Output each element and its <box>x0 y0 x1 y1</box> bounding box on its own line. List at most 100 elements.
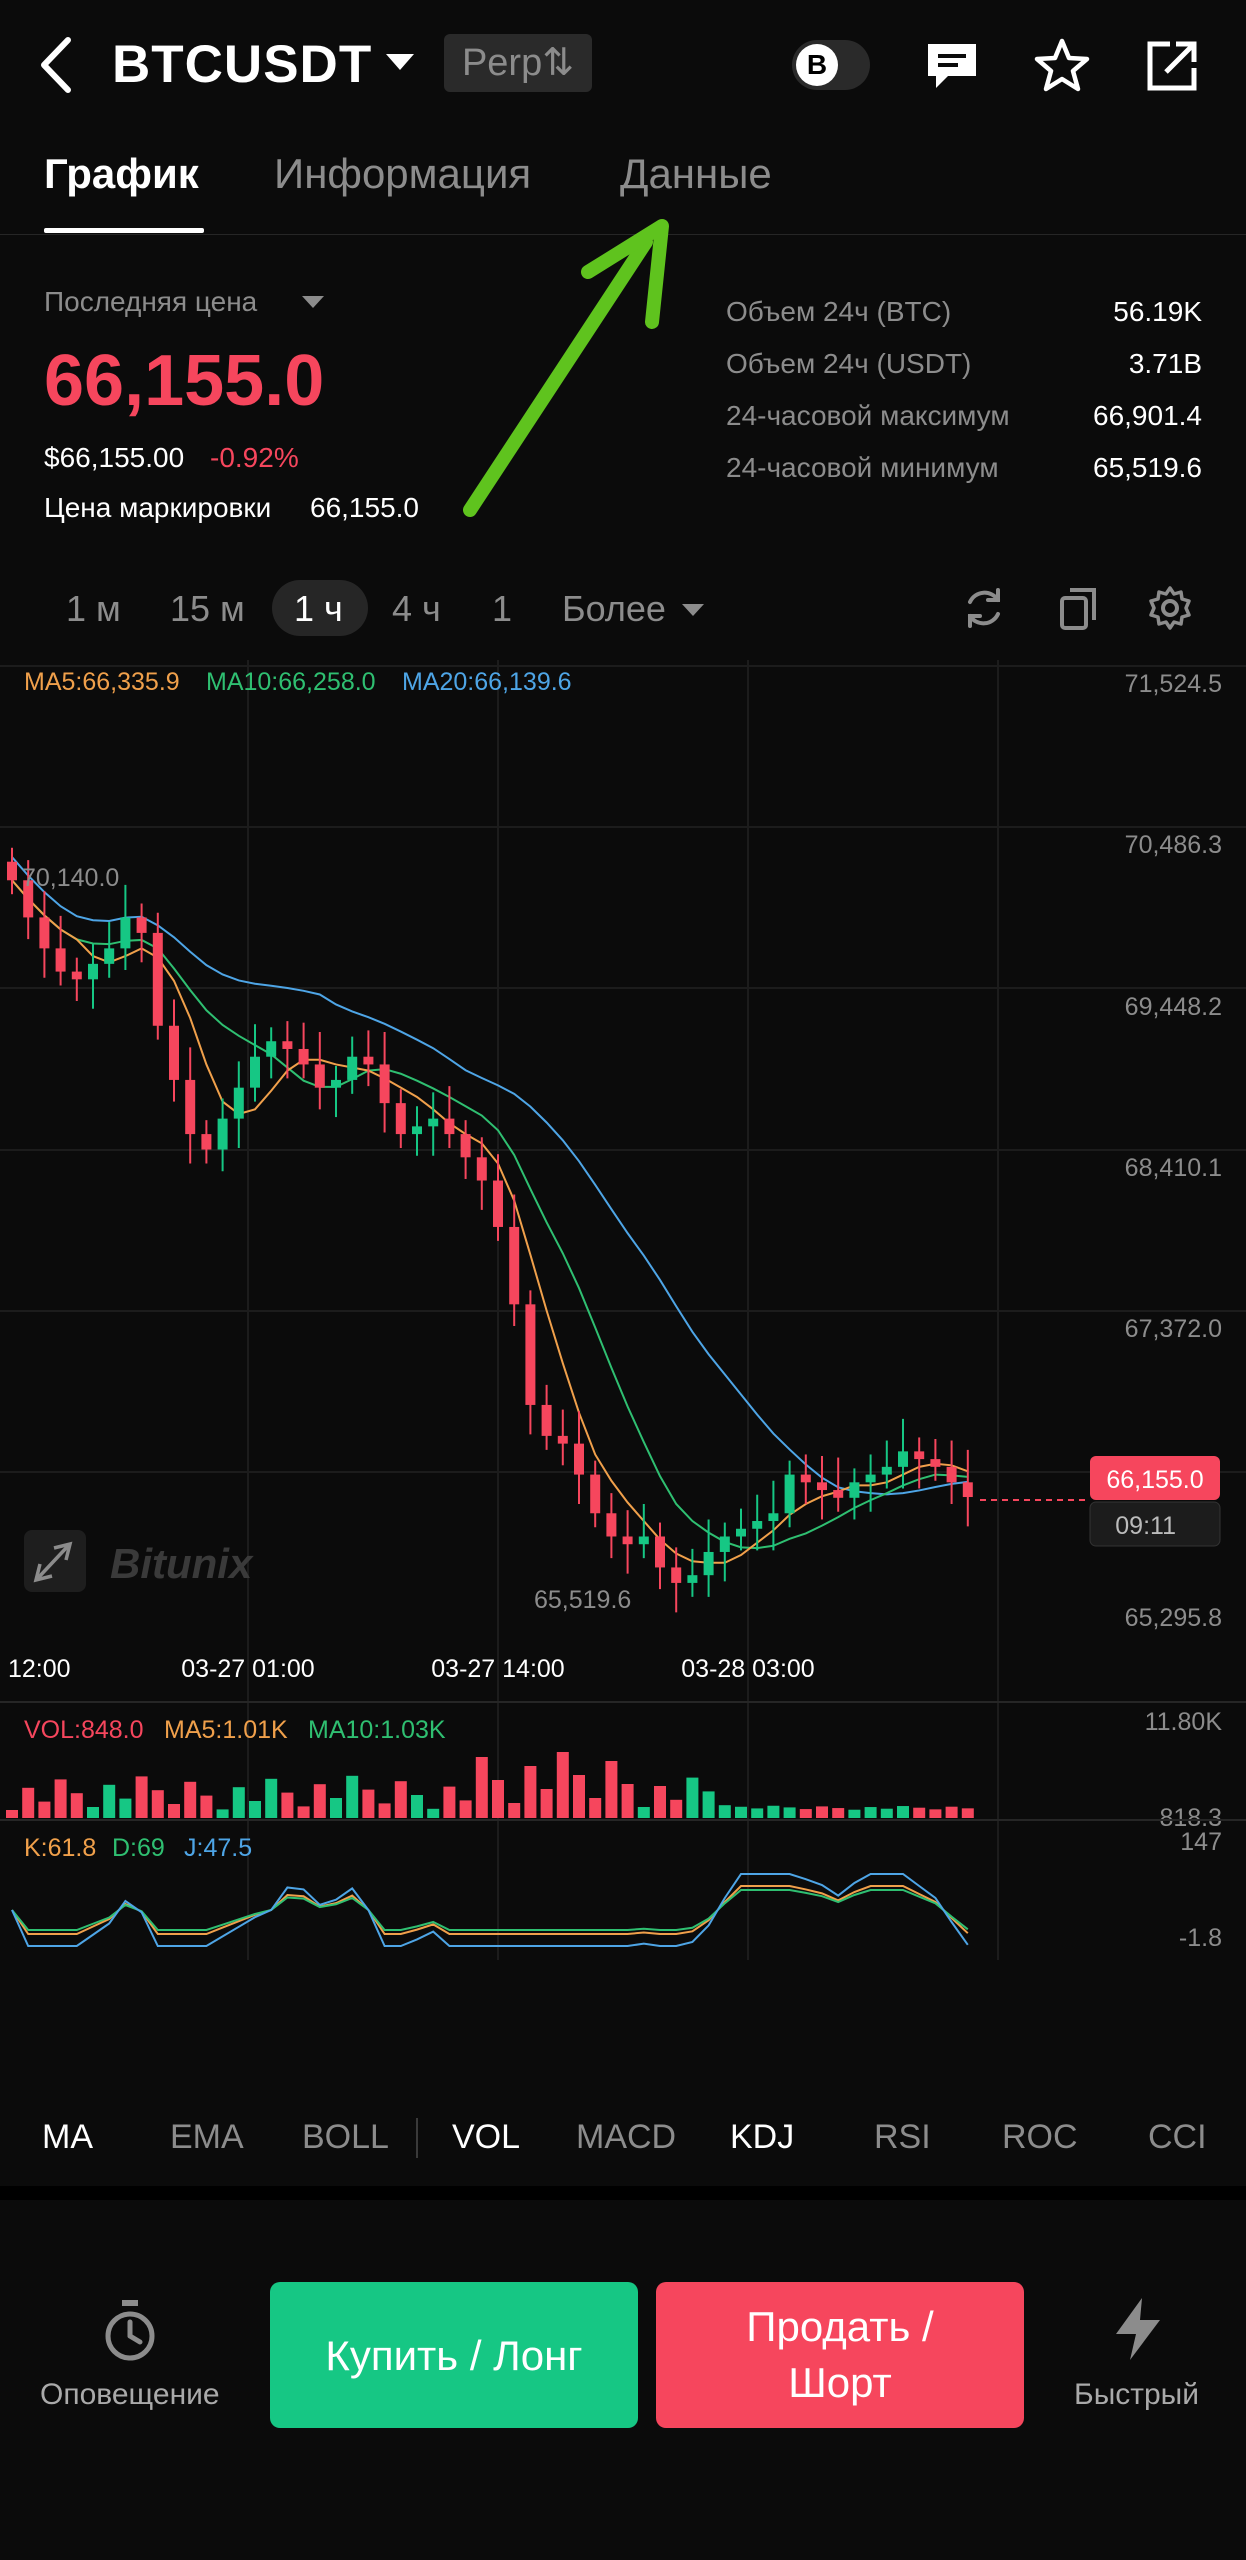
symbol-title[interactable]: BTCUSDT <box>112 35 373 94</box>
volume-bar <box>265 1778 278 1818</box>
tab-data[interactable]: Данные <box>620 150 772 197</box>
volume-bar <box>411 1795 423 1818</box>
mark-price-label: Цена маркировки <box>44 492 272 523</box>
refresh-icon[interactable] <box>960 584 1008 632</box>
last-price-label[interactable]: Последняя цена <box>44 286 258 317</box>
candle <box>23 880 34 918</box>
volume-bar <box>524 1766 537 1818</box>
b-toggle[interactable]: B <box>792 40 870 90</box>
volume-bar <box>184 1781 197 1818</box>
price-change: -0.92% <box>210 442 299 473</box>
indicator-rsi[interactable]: RSI <box>874 2118 931 2156</box>
candle <box>622 1536 633 1545</box>
price-chart[interactable]: MA5:66,335.9 MA10:66,258.0 MA20:66,139.6… <box>0 660 1246 2100</box>
volume-bar <box>913 1807 926 1818</box>
timeframe-15m[interactable]: 15 м <box>170 588 245 629</box>
candle <box>460 1134 471 1158</box>
indicator-kdj[interactable]: KDJ <box>730 2118 795 2156</box>
volume-bar <box>87 1807 99 1818</box>
candle <box>800 1474 811 1483</box>
chat-icon[interactable] <box>922 36 982 96</box>
candle <box>120 917 131 949</box>
settings-icon[interactable] <box>1146 584 1194 632</box>
lightning-icon[interactable] <box>1110 2296 1166 2362</box>
green-arrow-annotation <box>463 219 669 517</box>
back-icon[interactable] <box>30 34 90 96</box>
timeframe-1h[interactable]: 1 ч <box>294 588 343 629</box>
indicator-roc[interactable]: ROC <box>1002 2118 1078 2156</box>
timeframe-1d[interactable]: 1 д <box>492 588 520 629</box>
candle <box>88 963 98 980</box>
legend-ma5: MA5:66,335.9 <box>24 668 180 696</box>
candle <box>395 1103 406 1135</box>
candle <box>152 932 163 1026</box>
volume-bar <box>799 1809 812 1818</box>
more-dropdown-icon[interactable] <box>682 604 704 616</box>
tab-chart[interactable]: График <box>44 150 199 197</box>
star-icon[interactable] <box>1032 36 1092 96</box>
sell-short-button[interactable]: Продать / Шорт <box>656 2282 1024 2428</box>
volume-bar <box>6 1810 18 1818</box>
x-tick: 03-27 14:00 <box>431 1655 564 1683</box>
candle <box>930 1459 941 1467</box>
timeframe-active-pill <box>272 580 368 636</box>
candle <box>282 1041 293 1049</box>
candle <box>379 1064 390 1104</box>
stat-value-vol-btc: 56.19K <box>1113 296 1202 327</box>
volume-bar <box>832 1808 845 1818</box>
legend-ma10: MA10:66,258.0 <box>206 668 376 696</box>
legend-vol-ma10: MA10:1.03K <box>308 1716 446 1744</box>
volume-bar <box>443 1786 456 1818</box>
indicator-vol[interactable]: VOL <box>452 2118 521 2156</box>
indicator-ma[interactable]: MA <box>42 2118 93 2156</box>
indicator-ema[interactable]: EMA <box>170 2118 244 2156</box>
timeframe-more[interactable]: Более <box>562 588 666 629</box>
volume-bar <box>346 1775 359 1818</box>
volume-bar <box>686 1777 699 1818</box>
candle <box>655 1536 665 1568</box>
vol-y-tick: 818.3 <box>1159 1804 1222 1832</box>
alert-label[interactable]: Оповещение <box>40 2378 220 2411</box>
buy-long-button[interactable]: Купить / Лонг <box>270 2282 638 2428</box>
timeframe-1m[interactable]: 1 м <box>66 588 121 629</box>
volume-bar <box>864 1807 877 1818</box>
legend-vol-ma5: MA5:1.01K <box>164 1716 288 1744</box>
fullscreen-icon[interactable] <box>24 1530 86 1592</box>
candle <box>493 1180 503 1227</box>
alert-stopwatch-icon[interactable] <box>100 2298 160 2362</box>
indicator-cci[interactable]: CCI <box>1148 2118 1207 2156</box>
legend-d: D:69 <box>112 1834 165 1862</box>
stat-label-vol-usdt: Объем 24ч (USDT) <box>726 348 972 379</box>
section-separator <box>0 2186 1246 2200</box>
stat-value-vol-usdt: 3.71B <box>1128 348 1202 379</box>
candle <box>557 1435 568 1444</box>
volume-bar <box>151 1790 164 1818</box>
candle <box>363 1056 374 1065</box>
share-icon[interactable] <box>1142 36 1202 96</box>
candle <box>298 1048 309 1065</box>
current-price-tag <box>1090 1456 1220 1500</box>
volume-bar <box>702 1791 715 1818</box>
symbol-dropdown-caret-icon[interactable] <box>386 54 414 70</box>
indicator-macd[interactable]: MACD <box>576 2118 677 2156</box>
indicator-boll[interactable]: BOLL <box>302 2118 389 2156</box>
fast-trade-label[interactable]: Быстрый <box>1074 2378 1199 2411</box>
volume-bar <box>330 1798 342 1818</box>
volume-bar <box>961 1808 974 1818</box>
contract-type-badge[interactable]: Perp⇅ <box>444 34 592 92</box>
volume-bar <box>767 1805 780 1818</box>
candle <box>233 1087 244 1119</box>
legend-ma20: MA20:66,139.6 <box>402 668 572 696</box>
candle <box>71 971 82 980</box>
legend-vol: VOL:848.0 <box>24 1716 144 1744</box>
copy-icon[interactable] <box>1054 584 1102 632</box>
usd-price: $66,155.00 <box>44 442 185 473</box>
volume-bar <box>313 1784 326 1818</box>
ma10-path <box>11 879 968 1550</box>
candle <box>736 1528 746 1537</box>
tab-info[interactable]: Информация <box>274 150 532 197</box>
last-price-dropdown-icon[interactable] <box>302 296 324 308</box>
watermark: Bitunix <box>110 1540 254 1587</box>
timeframe-4h[interactable]: 4 ч <box>392 588 441 629</box>
volume-bar <box>297 1806 310 1818</box>
